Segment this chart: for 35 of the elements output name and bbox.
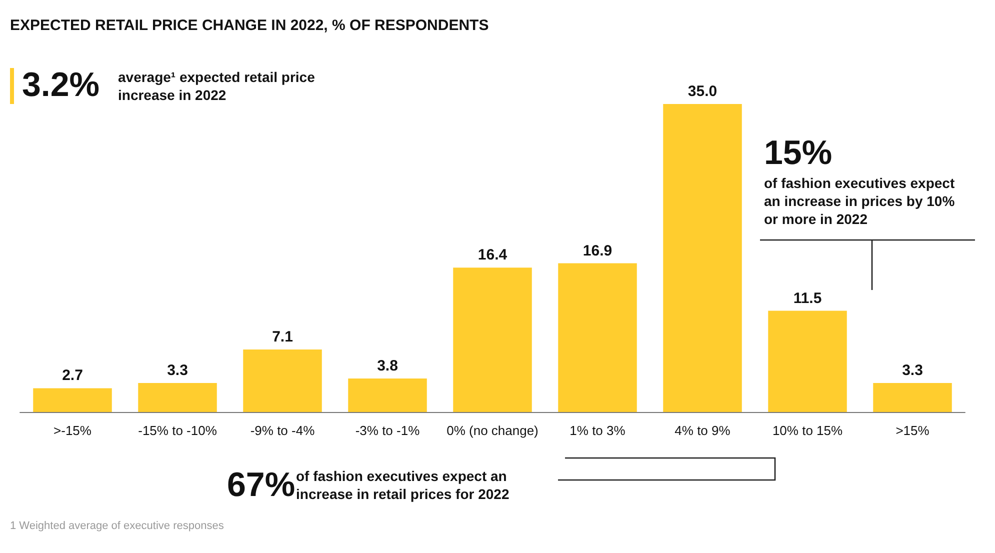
- x-tick-label: -3% to -1%: [355, 423, 420, 438]
- data-label: 11.5: [793, 290, 822, 307]
- text: 67%: [227, 466, 296, 505]
- x-tick-label: -9% to -4%: [250, 423, 316, 438]
- x-tick-label: >15%: [896, 423, 930, 438]
- data-label: 16.9: [582, 242, 612, 260]
- bar: [873, 382, 952, 412]
- bar: [663, 104, 742, 412]
- x-tick-label: 0% (no change): [446, 423, 538, 438]
- x-tick-label: >-15%: [54, 423, 92, 438]
- data-label: 16.4: [478, 246, 508, 264]
- chart-title: EXPECTED RETAIL PRICE CHANGE IN 2022, % OF RESPONDENTS: [10, 17, 489, 34]
- data-label: 3.3: [167, 362, 188, 379]
- data-label: 3.3: [902, 362, 923, 379]
- x-tick-label: 1% to 3%: [570, 423, 626, 438]
- x-tick-label: -15% to -10%: [138, 423, 218, 438]
- data-label: 7.1: [272, 328, 293, 346]
- x-tick-label: 4% to 9%: [674, 423, 731, 438]
- data-label: 3.8: [377, 358, 398, 375]
- text: of fashion executives expect an increase in retail prices for 2022: [296, 467, 510, 503]
- bar: [138, 382, 217, 412]
- x-tick-label: 10% to 15%: [772, 423, 843, 438]
- bar: [33, 388, 112, 412]
- annotation: 15%: [764, 134, 832, 173]
- data-label: 35.0: [688, 83, 718, 100]
- annotation: of fashion executives expect an increase in prices by 10% or more in 2022: [764, 174, 956, 228]
- bar: [348, 378, 427, 412]
- bar: [768, 310, 847, 412]
- data-label: 2.7: [62, 367, 83, 384]
- text: 3.2%: [22, 66, 100, 105]
- bar: [558, 263, 637, 412]
- text: average¹ expected retail price increase in 2022: [118, 68, 316, 104]
- text: 1 Weighted average of executive responses: [10, 520, 224, 532]
- bar: [243, 350, 322, 412]
- bar: [453, 268, 532, 412]
